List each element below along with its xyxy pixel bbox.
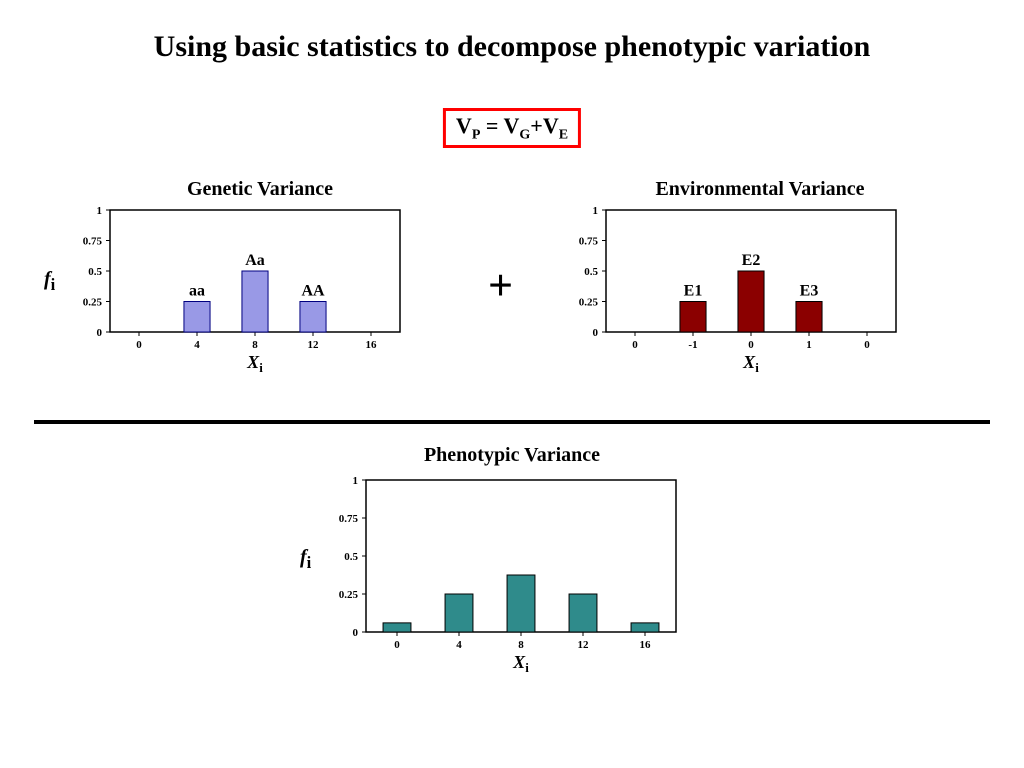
svg-text:8: 8 (252, 339, 258, 351)
svg-text:1: 1 (593, 205, 599, 217)
svg-text:0: 0 (353, 627, 359, 639)
svg-text:16: 16 (640, 639, 652, 651)
svg-text:0.75: 0.75 (579, 236, 599, 248)
svg-text:8: 8 (518, 639, 524, 651)
svg-text:Xi: Xi (246, 352, 263, 375)
svg-text:0: 0 (748, 339, 754, 351)
svg-text:0.25: 0.25 (83, 297, 103, 309)
svg-text:12: 12 (308, 339, 320, 351)
svg-text:-1: -1 (688, 339, 697, 351)
svg-text:16: 16 (366, 339, 378, 351)
svg-text:4: 4 (194, 339, 200, 351)
svg-text:0.5: 0.5 (584, 266, 598, 278)
svg-text:1: 1 (353, 475, 359, 487)
svg-text:AA: AA (301, 283, 325, 300)
svg-text:E1: E1 (684, 283, 703, 300)
svg-text:0: 0 (593, 327, 599, 339)
svg-text:0.75: 0.75 (339, 513, 359, 525)
svg-text:0.25: 0.25 (579, 297, 599, 309)
svg-text:Aa: Aa (245, 252, 265, 269)
svg-text:0.5: 0.5 (88, 266, 102, 278)
svg-text:Xi: Xi (512, 652, 529, 675)
svg-text:4: 4 (456, 639, 462, 651)
svg-text:1: 1 (806, 339, 812, 351)
svg-text:0: 0 (394, 639, 400, 651)
charts-svg: 00.250.50.75104aa8Aa12AA16Xi00.250.50.75… (0, 0, 1024, 768)
svg-text:0: 0 (97, 327, 103, 339)
svg-text:0: 0 (864, 339, 870, 351)
svg-text:0.5: 0.5 (344, 551, 358, 563)
svg-text:E3: E3 (800, 283, 819, 300)
svg-text:0: 0 (136, 339, 142, 351)
svg-text:0.25: 0.25 (339, 589, 359, 601)
svg-text:12: 12 (578, 639, 590, 651)
svg-text:1: 1 (97, 205, 103, 217)
svg-text:E2: E2 (742, 252, 761, 269)
svg-text:0.75: 0.75 (83, 236, 103, 248)
svg-text:aa: aa (189, 283, 205, 300)
svg-text:Xi: Xi (742, 352, 759, 375)
svg-text:0: 0 (632, 339, 638, 351)
